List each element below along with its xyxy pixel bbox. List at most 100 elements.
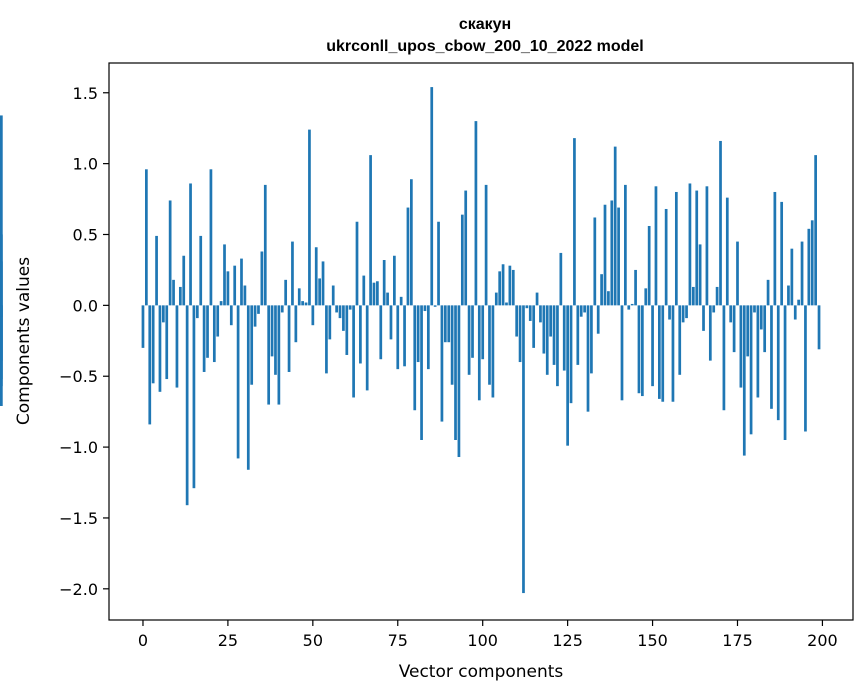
- bar: [365, 305, 369, 391]
- bar: [481, 305, 485, 360]
- bar: [423, 305, 427, 312]
- bar: [396, 305, 400, 370]
- bar: [719, 140, 722, 306]
- x-tick-label: 100: [467, 631, 498, 650]
- bar: [304, 302, 308, 306]
- bar: [586, 305, 590, 412]
- bar: [308, 129, 311, 306]
- bar: [253, 305, 257, 327]
- bar: [668, 305, 671, 320]
- bar: [759, 305, 763, 330]
- bar: [260, 251, 264, 306]
- bar: [810, 220, 814, 306]
- bar: [742, 305, 746, 456]
- bar: [542, 305, 546, 354]
- y-tick-label: −2.0: [59, 580, 98, 599]
- bar: [505, 302, 508, 306]
- bar: [674, 191, 678, 306]
- bar: [382, 260, 386, 306]
- bar: [756, 305, 760, 398]
- bar: [488, 305, 491, 385]
- bar: [634, 269, 637, 306]
- bar: [165, 305, 169, 380]
- bar: [559, 252, 563, 306]
- plot-frame: [108, 62, 854, 621]
- bar: [182, 255, 186, 306]
- bar: [661, 305, 665, 402]
- x-axis-label: Vector components: [399, 662, 564, 682]
- bar: [695, 190, 699, 306]
- bar: [647, 225, 651, 306]
- x-tick-label: 25: [218, 631, 238, 650]
- bar: [627, 305, 631, 310]
- bar: [464, 190, 468, 306]
- bar: [817, 305, 821, 350]
- bar: [236, 305, 240, 459]
- bar: [797, 299, 800, 306]
- bar: [226, 271, 230, 306]
- bar: [471, 305, 474, 358]
- bar: [297, 288, 301, 306]
- bar: [362, 275, 366, 306]
- bar: [545, 305, 549, 375]
- y-tick-label: −1.0: [59, 438, 98, 457]
- bar: [219, 301, 223, 306]
- bar: [725, 197, 729, 306]
- bar: [610, 200, 614, 306]
- bar: [729, 305, 733, 323]
- bar: [780, 201, 784, 306]
- bar: [420, 305, 423, 440]
- bar: [359, 305, 362, 364]
- bar: [678, 305, 682, 375]
- bar: [301, 301, 304, 306]
- bar: [318, 278, 321, 306]
- bar: [691, 286, 695, 306]
- bar: [766, 279, 770, 306]
- bar: [403, 305, 406, 367]
- bar: [270, 305, 274, 357]
- bar: [195, 305, 199, 319]
- bar: [155, 235, 158, 306]
- y-tick-label: −0.5: [59, 367, 98, 386]
- bar: [399, 296, 403, 306]
- bar: [773, 191, 777, 306]
- bar: [732, 305, 736, 353]
- bar: [583, 305, 586, 313]
- bar: [162, 305, 165, 323]
- bar: [287, 305, 291, 372]
- bar: [202, 305, 206, 372]
- bar: [406, 207, 410, 306]
- bar: [325, 305, 328, 374]
- bar: [477, 305, 481, 401]
- bar: [624, 184, 627, 306]
- bar: [0, 261, 3, 306]
- bar: [793, 305, 797, 320]
- bar: [189, 183, 192, 306]
- bar: [342, 305, 345, 331]
- y-axis-ticks: 1.5 1.0 0.5 0.0 −0.5 −1.0 −1.5 −2.0: [59, 84, 109, 599]
- bar: [617, 207, 620, 306]
- bar: [736, 241, 739, 306]
- bar: [749, 305, 753, 435]
- bar: [141, 305, 145, 348]
- bar: [426, 305, 430, 370]
- bar: [145, 169, 148, 306]
- bar: [267, 305, 271, 405]
- bar: [212, 305, 216, 363]
- bar: [515, 305, 519, 337]
- bar: [685, 305, 688, 319]
- bar: [443, 305, 447, 343]
- bar: [430, 87, 434, 306]
- bar: [607, 291, 610, 306]
- bar: [790, 248, 794, 306]
- bar: [372, 282, 376, 306]
- bar: [770, 305, 773, 409]
- bar: [491, 305, 495, 398]
- y-tick-label: 0.0: [73, 296, 98, 315]
- bar: [539, 305, 542, 323]
- x-tick-label: 125: [552, 631, 583, 650]
- bar: [569, 305, 573, 404]
- bar: [457, 305, 461, 458]
- bar: [562, 305, 566, 371]
- bar: [206, 305, 209, 358]
